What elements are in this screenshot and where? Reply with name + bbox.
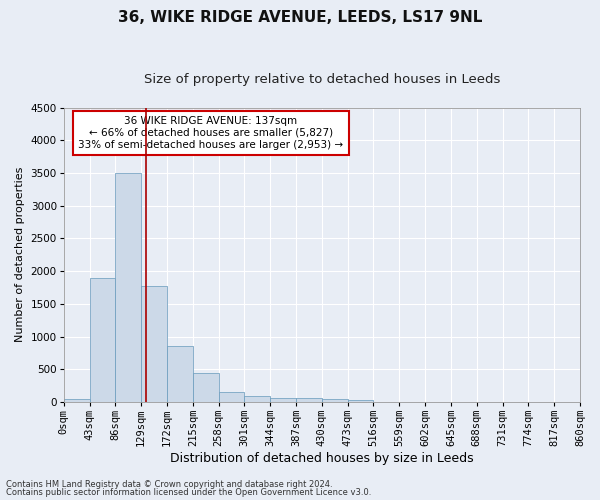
Text: Contains public sector information licensed under the Open Government Licence v3: Contains public sector information licen… <box>6 488 371 497</box>
Text: Contains HM Land Registry data © Crown copyright and database right 2024.: Contains HM Land Registry data © Crown c… <box>6 480 332 489</box>
Bar <box>218 392 244 402</box>
Bar <box>64 400 89 402</box>
X-axis label: Distribution of detached houses by size in Leeds: Distribution of detached houses by size … <box>170 452 473 465</box>
Text: 36, WIKE RIDGE AVENUE, LEEDS, LS17 9NL: 36, WIKE RIDGE AVENUE, LEEDS, LS17 9NL <box>118 10 482 25</box>
Text: 36 WIKE RIDGE AVENUE: 137sqm
← 66% of detached houses are smaller (5,827)
33% of: 36 WIKE RIDGE AVENUE: 137sqm ← 66% of de… <box>79 116 343 150</box>
Bar <box>322 400 347 402</box>
Bar <box>347 400 373 402</box>
Bar <box>193 372 218 402</box>
Bar <box>270 398 296 402</box>
Title: Size of property relative to detached houses in Leeds: Size of property relative to detached ho… <box>143 72 500 86</box>
Bar <box>141 286 167 402</box>
Y-axis label: Number of detached properties: Number of detached properties <box>15 167 25 342</box>
Bar <box>115 173 141 402</box>
Bar <box>244 396 270 402</box>
Bar <box>167 346 193 402</box>
Bar <box>89 278 115 402</box>
Bar <box>296 398 322 402</box>
